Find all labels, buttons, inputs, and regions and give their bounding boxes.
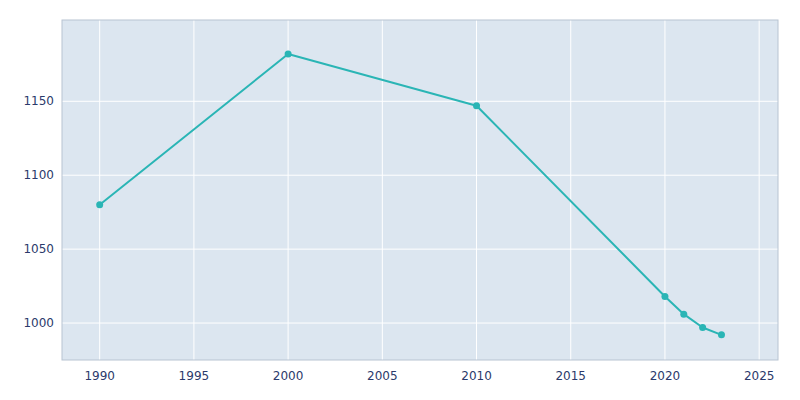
series [96,51,725,339]
x-tick-label: 2025 [744,369,775,383]
chart-container: 1990 1995 2000 2005 2010 2015 2020 2025 1000 1050… [0,0,800,400]
x-tick-label: 2015 [555,369,586,383]
x-grid-line [288,20,289,360]
x-grid-line [664,20,665,360]
marker [96,201,103,208]
marker [473,102,480,109]
x-tick-label: 1990 [84,369,115,383]
y-grid-line [62,249,778,250]
x-tick-label: 2020 [650,369,681,383]
x-grid-line [759,20,760,360]
y-tick-label: 1000 [23,316,54,330]
x-tick-label: 1995 [179,369,210,383]
marker [718,331,725,338]
x-tick-label: 2005 [367,369,398,383]
plot-background [62,20,778,360]
marker [661,293,668,300]
y-grid-line [62,175,778,176]
x-grid-line [193,20,194,360]
plot-frame [62,20,778,360]
y-tick-label: 1100 [23,168,54,182]
tick-labels: 1990 1995 2000 2005 2010 2015 2020 2025 1000 1050… [23,94,774,383]
y-tick-label: 1150 [23,94,54,108]
x-grid-line [382,20,383,360]
line [100,54,722,335]
x-grid-line [99,20,100,360]
x-grid-line [476,20,477,360]
marker [699,324,706,331]
marker [680,311,687,318]
y-grid-line [62,323,778,324]
x-tick-label: 2010 [461,369,492,383]
grid [62,20,778,360]
x-grid-line [570,20,571,360]
chart: 1990 1995 2000 2005 2010 2015 2020 2025 1000 1050… [0,0,800,400]
marker [285,51,292,58]
y-tick-label: 1050 [23,242,54,256]
y-grid-line [62,101,778,102]
x-tick-label: 2000 [273,369,304,383]
